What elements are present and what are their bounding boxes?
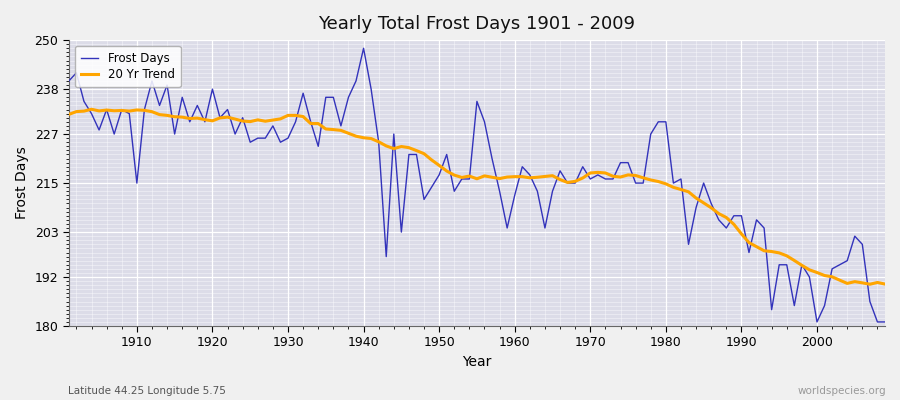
Text: worldspecies.org: worldspecies.org (798, 386, 886, 396)
20 Yr Trend (343, 131, 354, 136)
20 Yr Trend (63, 112, 74, 117)
Legend: Frost Days, 20 Yr Trend: Frost Days, 20 Yr Trend (75, 46, 181, 87)
20 Yr Trend (131, 108, 142, 112)
20 Yr Trend (865, 282, 876, 287)
Frost Days (358, 46, 369, 51)
20 Yr Trend (879, 282, 890, 286)
20 Yr Trend (86, 107, 97, 112)
Frost Days (812, 320, 823, 324)
Frost Days (124, 111, 135, 116)
X-axis label: Year: Year (463, 355, 491, 369)
Frost Days (509, 193, 520, 198)
Line: Frost Days: Frost Days (68, 48, 885, 322)
Frost Days (879, 320, 890, 324)
20 Yr Trend (608, 174, 618, 179)
Frost Days (517, 164, 527, 169)
Frost Days (290, 120, 301, 124)
Frost Days (63, 78, 74, 83)
Line: 20 Yr Trend: 20 Yr Trend (68, 109, 885, 284)
20 Yr Trend (298, 114, 309, 119)
20 Yr Trend (517, 174, 527, 179)
Text: Latitude 44.25 Longitude 5.75: Latitude 44.25 Longitude 5.75 (68, 386, 225, 396)
20 Yr Trend (509, 174, 520, 179)
Frost Days (336, 124, 346, 128)
Frost Days (608, 176, 618, 181)
Y-axis label: Frost Days: Frost Days (15, 147, 29, 220)
Title: Yearly Total Frost Days 1901 - 2009: Yearly Total Frost Days 1901 - 2009 (319, 15, 635, 33)
